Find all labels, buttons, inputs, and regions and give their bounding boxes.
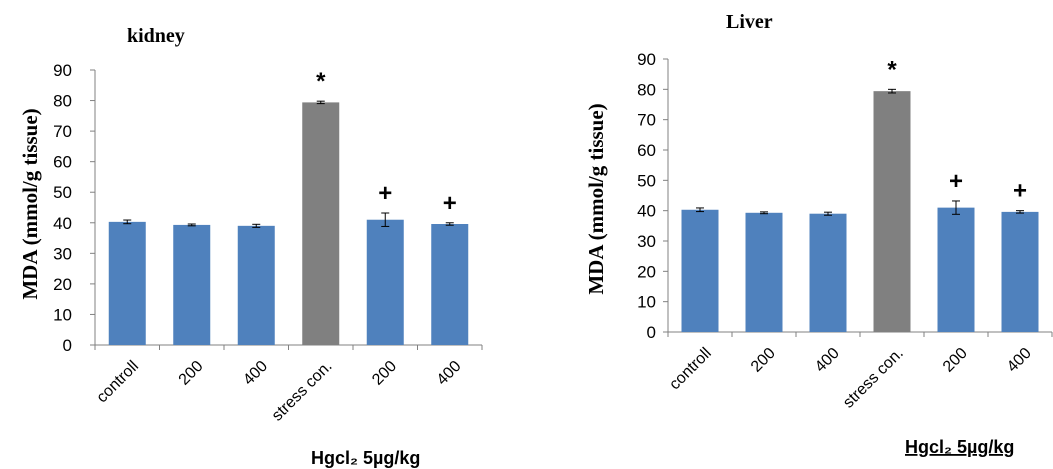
y-tick-label: 0 — [63, 336, 72, 355]
chart-title: kidney — [127, 25, 185, 47]
x-tick-label: 200 — [940, 345, 971, 376]
y-tick-label: 50 — [53, 183, 72, 202]
y-tick-label: 10 — [53, 305, 72, 324]
x-tick-label: controll — [94, 358, 142, 406]
x-tick-label: stress con. — [840, 345, 907, 412]
bar-0 — [682, 210, 719, 332]
bar-5 — [431, 224, 468, 345]
group-label: Hgcl₂ 5µg/kg — [311, 448, 420, 468]
group-label: Hgcl₂ 5µg/kg — [905, 437, 1014, 457]
y-tick-labels: 0 10 20 30 40 50 60 70 80 90 — [53, 61, 72, 355]
x-tick-label: 400 — [812, 345, 843, 376]
x-tick-label: 400 — [434, 358, 465, 389]
axes — [90, 70, 482, 350]
bar-1 — [173, 225, 210, 345]
bar-1 — [746, 213, 783, 332]
bar-2 — [810, 214, 847, 332]
y-tick-label: 90 — [637, 50, 656, 69]
error-bars — [696, 89, 1024, 215]
bar-5 — [1002, 212, 1039, 332]
y-tick-label: 40 — [53, 214, 72, 233]
y-tick-label: 60 — [53, 153, 72, 172]
significance-marker: * — [887, 56, 897, 83]
y-tick-label: 70 — [53, 122, 72, 141]
x-tick-label: 200 — [748, 345, 779, 376]
x-tick-label: 200 — [176, 358, 207, 389]
significance-marker: + — [949, 168, 963, 195]
y-tick-label: 20 — [53, 275, 72, 294]
kidney-chart: kidney MDA (mmol/g tissue) 0 10 20 30 40 50 60… — [18, 25, 482, 468]
y-tick-label: 0 — [647, 323, 656, 342]
y-tick-label: 50 — [637, 171, 656, 190]
y-tick-label: 30 — [637, 232, 656, 251]
bar-2 — [238, 226, 275, 345]
x-tick-label: 400 — [240, 358, 271, 389]
bar-3 — [874, 91, 911, 332]
y-tick-labels: 0 10 20 30 40 50 60 70 80 90 — [637, 50, 656, 342]
y-tick-label: 20 — [637, 262, 656, 281]
liver-chart: Liver MDA (mmol/g tissue) 0 10 20 30 40 50 60 7… — [584, 11, 1052, 457]
significance-marker: + — [443, 190, 457, 217]
y-tick-label: 80 — [53, 92, 72, 111]
bar-4 — [938, 208, 975, 332]
chart-title: Liver — [726, 11, 773, 33]
bar-3 — [302, 102, 339, 345]
axes — [663, 59, 1052, 337]
y-tick-label: 40 — [637, 202, 656, 221]
x-tick-label: stress con. — [269, 358, 336, 425]
y-axis-label: MDA (mmol/g tissue) — [584, 103, 608, 294]
x-tick-label: 200 — [369, 358, 400, 389]
y-tick-label: 80 — [637, 80, 656, 99]
y-axis-label: MDA (mmol/g tissue) — [18, 108, 42, 299]
error-bars — [123, 101, 454, 227]
x-tick-label: controll — [666, 345, 714, 393]
y-tick-label: 90 — [53, 61, 72, 80]
bars — [109, 102, 469, 345]
y-tick-label: 10 — [637, 293, 656, 312]
bar-0 — [109, 222, 146, 345]
y-tick-label: 70 — [637, 111, 656, 130]
bars — [682, 91, 1039, 332]
y-tick-label: 60 — [637, 141, 656, 160]
y-tick-label: 30 — [53, 244, 72, 263]
significance-marker: + — [378, 180, 392, 207]
significance-marker: * — [316, 68, 326, 95]
significance-marker: + — [1013, 178, 1027, 205]
x-tick-label: 400 — [1004, 345, 1035, 376]
bar-4 — [367, 220, 404, 345]
